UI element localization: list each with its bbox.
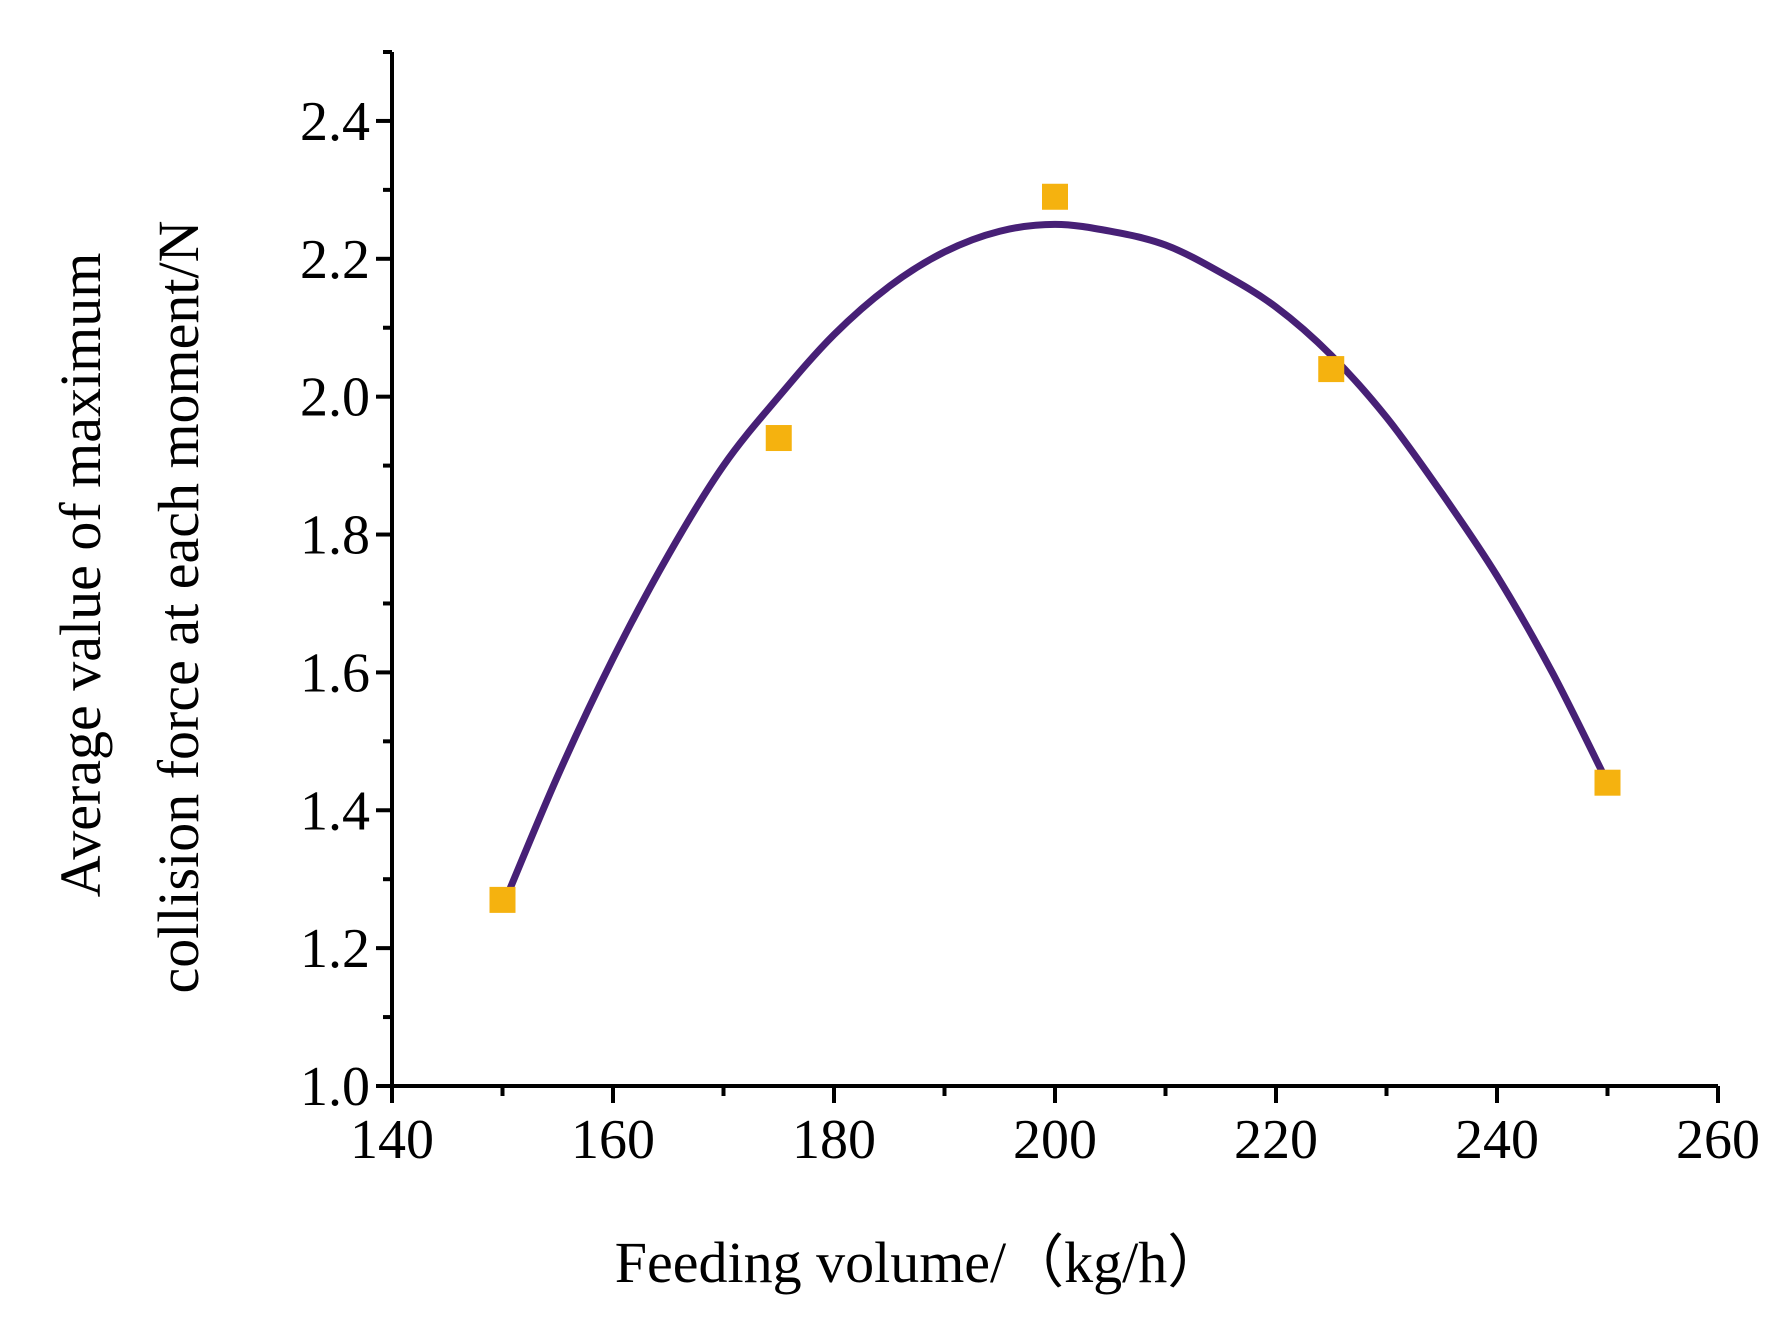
x-tick-label: 160 <box>571 1109 655 1171</box>
data-point-marker <box>1594 769 1621 796</box>
y-tick-label: 1.0 <box>300 1056 370 1118</box>
y-tick-label: 1.4 <box>300 780 370 842</box>
y-tick-label: 2.0 <box>300 367 370 429</box>
data-point-marker <box>1042 183 1068 210</box>
x-tick-label: 140 <box>350 1109 434 1171</box>
data-point-marker <box>1318 356 1345 383</box>
x-tick-label: 240 <box>1455 1109 1539 1171</box>
x-tick-label: 260 <box>1676 1109 1760 1171</box>
y-tick-label: 1.6 <box>300 642 370 704</box>
y-axis-title-line-2: collision force at each moment/N <box>146 220 211 993</box>
x-tick-label: 180 <box>792 1109 876 1171</box>
x-axis-ticks: 140 160 180 200 220 240 260 <box>350 1086 1760 1171</box>
x-tick-label: 220 <box>1234 1109 1318 1171</box>
data-point-marker <box>765 425 792 452</box>
data-point-marker <box>489 886 516 913</box>
y-tick-label: 1.8 <box>300 505 370 567</box>
x-axis-title: Feeding volume/（kg/h） <box>615 1230 1226 1295</box>
y-axis-title-line-1: Average value of maximum <box>48 253 113 898</box>
y-axis-ticks: 1.0 1.2 1.4 1.6 1.8 2.0 2.2 2.4 <box>300 50 392 1118</box>
series-layer <box>489 183 1621 913</box>
fit-curve-line <box>499 220 1611 911</box>
x-tick-label: 200 <box>1013 1109 1097 1171</box>
y-tick-label: 2.2 <box>300 229 370 291</box>
plot-area: 1.0 1.2 1.4 1.6 1.8 2.0 2.2 2.4 140 160 180 200 220… <box>300 50 1760 1171</box>
y-tick-label: 2.4 <box>300 91 370 153</box>
y-tick-label: 1.2 <box>300 918 370 980</box>
